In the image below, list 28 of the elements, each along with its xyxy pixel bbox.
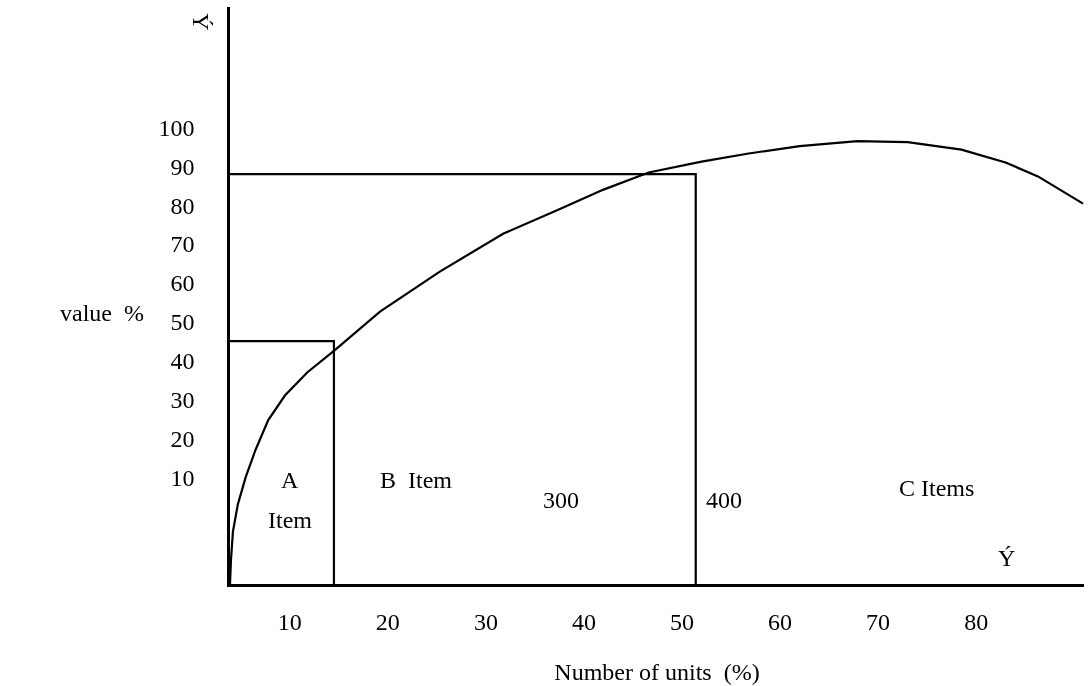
x-axis-title: Number of units (%) [554, 658, 760, 685]
annotation: 400 [706, 487, 742, 513]
y-tick-label: 80 [170, 192, 195, 219]
y-tick-label: 20 [170, 425, 195, 452]
annotation: Ý [998, 545, 1016, 571]
annotation: A [281, 467, 299, 493]
annotation: C Items [899, 475, 975, 501]
x-tick-label: 40 [571, 608, 596, 635]
x-tick-label: 10 [277, 608, 302, 635]
x-tick-label: 50 [670, 608, 694, 635]
y-tick-label: 90 [170, 153, 195, 180]
x-tick-label: 70 [866, 608, 891, 635]
x-tick-label: 80 [964, 608, 989, 635]
y-tick-label: 70 [170, 231, 195, 258]
annotation: B Item [380, 467, 453, 493]
y-tick-label: 100 [158, 114, 195, 141]
y-axis-title: value % [60, 300, 144, 326]
x-tick-label: 60 [768, 608, 793, 635]
x-tick-label: 20 [375, 608, 400, 635]
annotation: 300 [543, 487, 579, 513]
y-tick-label: 10 [170, 464, 195, 491]
annotation: Item [268, 507, 313, 533]
y-tick-label: 60 [170, 270, 195, 297]
text: Ý [187, 13, 214, 31]
y-tick-label: 50 [170, 309, 195, 336]
y-tick-label: 40 [170, 347, 195, 374]
x-tick-label: 30 [473, 608, 498, 635]
y-tick-label: 30 [170, 386, 195, 413]
